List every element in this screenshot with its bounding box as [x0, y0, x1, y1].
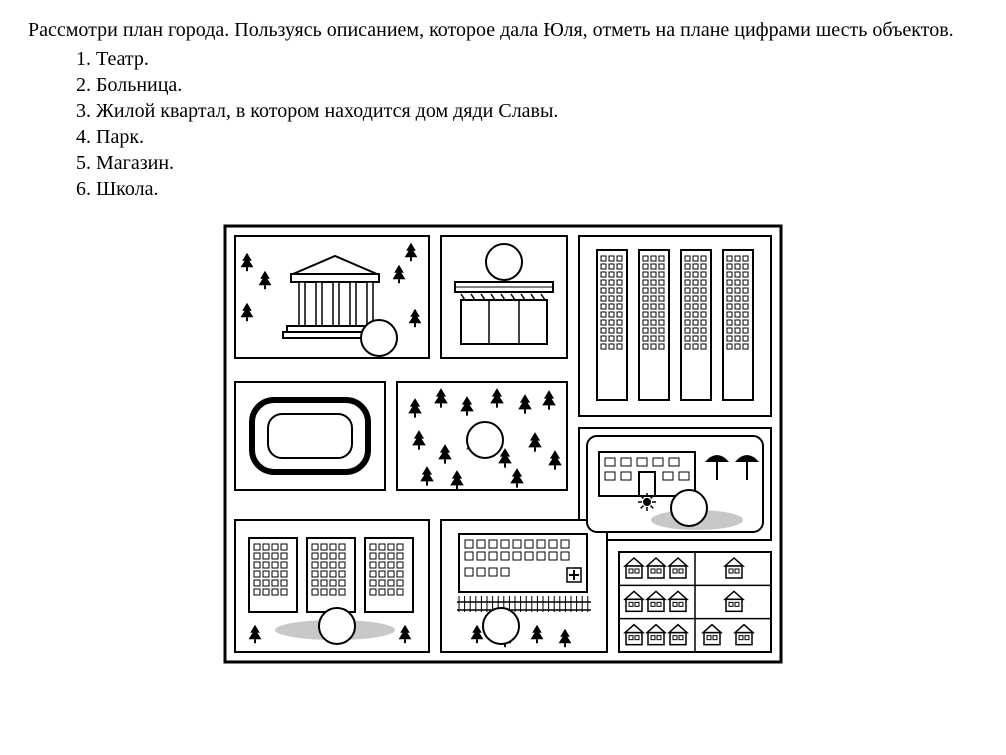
- item-1: 1. Театр.: [76, 47, 978, 72]
- item-4: 4. Парк.: [76, 125, 978, 150]
- task-items: 1. Театр. 2. Больница. 3. Жилой квартал,…: [28, 47, 978, 202]
- block-theatre: [235, 236, 429, 358]
- item-2: 2. Больница.: [76, 73, 978, 98]
- item-5: 5. Магазин.: [76, 151, 978, 176]
- item-3: 3. Жилой квартал, в котором находится до…: [76, 99, 978, 124]
- marker-park: [467, 422, 503, 458]
- city-plan-container: [28, 224, 978, 664]
- marker-school: [671, 490, 707, 526]
- marker-hospital: [483, 608, 519, 644]
- shop-scene: [455, 282, 553, 344]
- marker-shop: [486, 244, 522, 280]
- item-6: 6. Школа.: [76, 177, 978, 202]
- city-plan: [223, 224, 783, 664]
- task-intro: Рассмотри план города. Пользуясь описани…: [28, 18, 978, 43]
- marker-theatre: [361, 320, 397, 356]
- marker-flats: [319, 608, 355, 644]
- stadium-scene: [252, 400, 368, 472]
